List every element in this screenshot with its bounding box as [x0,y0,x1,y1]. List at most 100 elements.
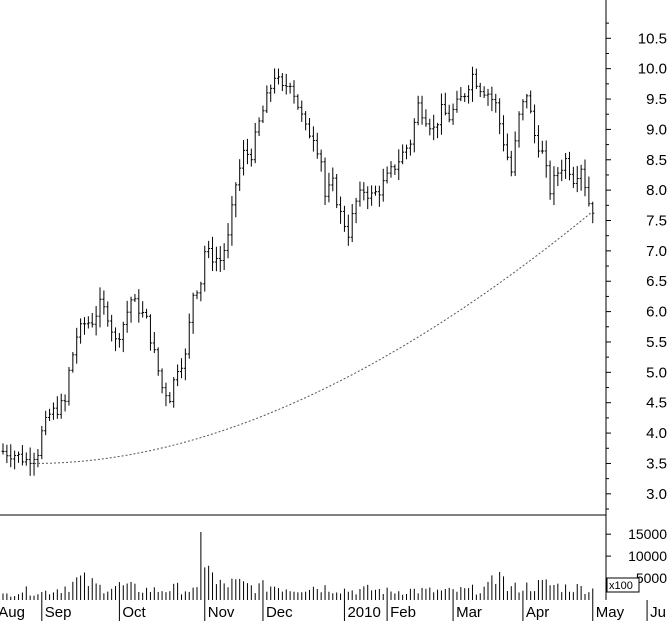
ohlc-bar [560,159,564,182]
ohlc-bar [459,87,463,102]
ohlc-bar [168,392,172,404]
ohlc-bar [222,243,226,271]
ohlc-bar [288,82,292,94]
ohlc-bar [362,182,366,201]
ohlc-bar [284,73,288,95]
ohlc-bar [230,196,234,246]
ohlc-bar [408,139,412,156]
month-label: Oct [122,604,146,621]
ohlc-bar [187,313,191,359]
ohlc-bar [141,301,145,318]
ohlc-bar [106,301,110,327]
ohlc-bar [269,84,273,102]
price-tick-label: 8.0 [646,182,667,199]
ohlc-bar [172,377,176,408]
ohlc-bar [470,66,474,102]
ohlc-bar [98,287,102,328]
price-tick-label: 9.0 [646,121,667,138]
price-tick-label: 10.0 [638,61,667,78]
ohlc-bar [40,425,44,460]
price-tick-label: 8.5 [646,152,667,169]
ohlc-bar [564,152,568,179]
ohlc-bar [327,172,331,203]
ohlc-bar [308,117,312,139]
ohlc-bar [125,300,129,333]
ohlc-bar [164,382,168,407]
ohlc-bar [48,408,52,421]
price-tick-label: 5.0 [646,364,667,381]
ohlc-bar [129,296,133,323]
ohlc-bar [521,99,525,121]
price-tick-label: 3.5 [646,455,667,472]
ohlc-bar [346,214,350,246]
ohlc-bar [432,114,436,141]
volume-bars [2,531,594,600]
ohlc-bar [556,167,560,187]
ohlc-bar [311,126,315,152]
ohlc-bar [179,358,183,379]
ohlc-bar [540,140,544,154]
ohlc-bar [24,452,28,466]
ohlc-bar [490,86,494,112]
ohlc-bar [75,327,79,364]
price-axis: 3.0 3.5 4.0 4.5 5.0 5.5 6.0 6.5 7.0 7.5 8.0 8.5 9.0 9… [606,22,667,510]
support-trendline [34,211,594,464]
ohlc-bar [51,402,55,420]
ohlc-bar [82,317,86,335]
ohlc-bar [323,157,327,206]
price-bars [1,66,595,476]
ohlc-bar [571,166,575,188]
ohlc-bar [214,246,218,272]
ohlc-bar [478,82,482,98]
ohlc-bar [412,118,416,153]
ohlc-bar [137,289,141,323]
ohlc-bar [424,109,428,127]
ohlc-bar [529,90,533,114]
ohlc-bar [342,205,346,232]
month-label: 2010 [347,604,380,621]
price-tick-label: 5.5 [646,334,667,351]
ohlc-bar [32,452,36,476]
ohlc-bar [319,149,323,172]
ohlc-bar [253,122,257,164]
ohlc-bar [183,348,187,381]
ohlc-bar [280,73,284,92]
month-axis: Aug Sep Oct Nov Dec 2010 Feb Mar Apr May Ju [0,600,666,621]
ohlc-bar [455,90,459,113]
ohlc-bar [296,94,300,110]
ohlc-bar [9,444,13,468]
ohlc-bar [583,159,587,197]
month-label: Apr [526,604,549,621]
volume-axis: 5000 10000 15000 x100 [606,526,667,593]
ohlc-bar [117,333,121,348]
ohlc-bar [1,443,5,455]
month-label: May [596,604,625,621]
trendline [34,211,594,464]
ohlc-bar [218,246,222,273]
ohlc-bar [536,125,540,158]
ohlc-bar [393,164,397,175]
ohlc-bar [389,161,393,178]
ohlc-bar [94,305,98,336]
ohlc-bar [36,449,40,468]
ohlc-bar [552,166,556,206]
ohlc-bar [575,166,579,193]
volume-tick-label: 15000 [628,526,667,542]
ohlc-bar [226,223,230,259]
ohlc-bar [152,331,156,354]
ohlc-bar [447,104,451,123]
ohlc-bar [17,451,21,463]
ohlc-bar [55,396,59,419]
ohlc-bar [156,347,160,376]
ohlc-bar [591,201,595,224]
ohlc-bar [494,93,498,113]
ohlc-bar [505,133,509,161]
ohlc-bar [443,92,447,116]
ohlc-bar [567,151,571,181]
ohlc-bar [354,197,358,224]
ohlc-bar [121,321,125,353]
ohlc-bar [59,393,63,419]
ohlc-bar [366,186,370,210]
ohlc-bar [451,103,455,125]
ohlc-bar [486,88,490,106]
